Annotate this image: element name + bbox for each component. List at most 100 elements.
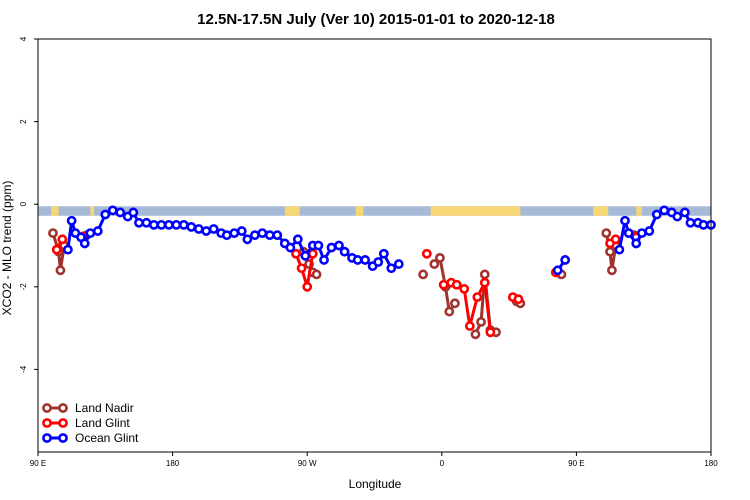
- data-point: [249, 230, 260, 241]
- data-point: [92, 226, 103, 236]
- data-point: [302, 281, 313, 292]
- data-point: [300, 250, 311, 261]
- plot-frame: [37, 38, 712, 453]
- legend-label: Land Nadir: [75, 401, 134, 415]
- x-tick-label: 90 E: [568, 459, 584, 468]
- data-point: [479, 269, 490, 280]
- data-point: [334, 240, 344, 251]
- y-tick-label: -2: [19, 283, 28, 291]
- data-point: [698, 219, 709, 230]
- data-point: [610, 234, 621, 245]
- legend-swatch-marker: [42, 433, 52, 443]
- data-point: [156, 219, 167, 230]
- plot-area: [37, 38, 716, 453]
- data-point: [115, 207, 126, 218]
- land-patch: [430, 206, 521, 216]
- data-point: [326, 242, 337, 253]
- data-point: [631, 238, 642, 249]
- data-point: [552, 265, 563, 276]
- data-point: [352, 255, 363, 265]
- legend-swatch-marker: [42, 403, 52, 413]
- y-tick-label: 4: [19, 36, 28, 41]
- data-point: [201, 226, 212, 236]
- data-point: [51, 244, 62, 255]
- data-point: [171, 219, 182, 230]
- data-point: [79, 238, 90, 249]
- data-point: [107, 205, 118, 216]
- data-point: [186, 222, 197, 232]
- legend-swatch-marker: [58, 403, 68, 413]
- data-point: [85, 228, 96, 239]
- legend-item: Land Glint: [42, 416, 130, 430]
- data-point: [418, 269, 429, 280]
- data-point: [476, 317, 486, 327]
- data-point: [472, 292, 483, 303]
- land-patch: [355, 206, 364, 216]
- data-point: [378, 248, 389, 259]
- data-point: [149, 219, 159, 230]
- series-land-glint: [51, 231, 642, 338]
- y-axis: 4 2 0 -2 -4: [19, 36, 38, 373]
- land-patch: [284, 206, 300, 216]
- data-point: [193, 224, 204, 234]
- data-point: [560, 255, 571, 265]
- data-point: [672, 211, 683, 222]
- data-point: [451, 279, 462, 290]
- data-point: [438, 279, 449, 290]
- data-point: [208, 224, 219, 234]
- data-point: [644, 226, 655, 236]
- legend-item: Land Nadir: [42, 401, 134, 415]
- data-point: [264, 230, 275, 241]
- series-layer: [48, 205, 716, 340]
- legend-label: Ocean Glint: [75, 431, 139, 445]
- data-point: [163, 219, 174, 230]
- data-point: [470, 329, 481, 340]
- data-point: [449, 298, 460, 309]
- data-point: [685, 217, 696, 228]
- data-point: [386, 263, 397, 274]
- data-point: [66, 215, 77, 226]
- legend-item: Ocean Glint: [42, 431, 139, 445]
- data-point: [134, 217, 144, 228]
- land-patch: [51, 206, 59, 216]
- data-point: [429, 259, 440, 269]
- data-point: [229, 228, 240, 239]
- data-point: [435, 252, 445, 263]
- x-axis-title: Longitude: [349, 477, 402, 491]
- data-point: [141, 217, 152, 228]
- data-point: [485, 327, 496, 338]
- data-point: [393, 259, 404, 269]
- data-point: [178, 219, 189, 230]
- data-point: [242, 234, 253, 245]
- data-point: [464, 321, 475, 331]
- data-point: [63, 244, 73, 255]
- y-tick-label: 0: [19, 201, 28, 206]
- data-point: [296, 263, 307, 274]
- x-tick-label: 180: [166, 459, 180, 468]
- data-point: [55, 265, 66, 276]
- data-point: [57, 234, 68, 245]
- data-point: [48, 228, 58, 239]
- x-axis: 90 E 180 90 W 0 90 E 180: [30, 452, 718, 468]
- data-point: [479, 277, 490, 288]
- series-line: [51, 232, 66, 272]
- legend-swatch-marker: [42, 418, 52, 428]
- land-patch: [636, 206, 642, 216]
- land-patch: [593, 206, 609, 216]
- data-point: [651, 209, 662, 220]
- data-point: [257, 228, 268, 239]
- data-point: [623, 228, 634, 239]
- data-point: [620, 215, 630, 226]
- data-point: [236, 226, 247, 236]
- legend-swatch-marker: [58, 433, 68, 443]
- chart-title: 12.5N-17.5N July (Ver 10) 2015-01-01 to …: [197, 11, 555, 28]
- data-point: [614, 244, 625, 255]
- data-point: [373, 257, 384, 267]
- x-tick-label: 90 E: [30, 459, 46, 468]
- data-point: [444, 306, 455, 317]
- data-point: [601, 228, 612, 239]
- data-point: [319, 255, 329, 265]
- data-point: [272, 230, 283, 241]
